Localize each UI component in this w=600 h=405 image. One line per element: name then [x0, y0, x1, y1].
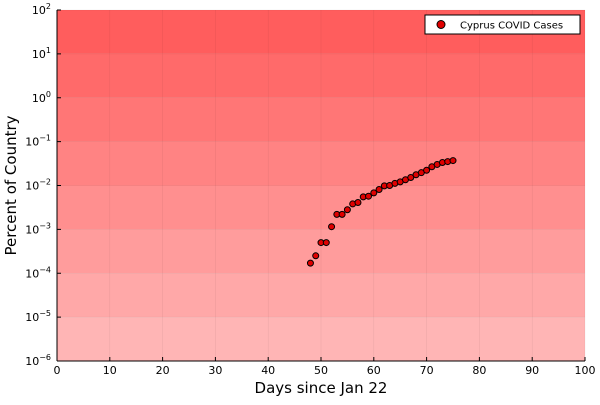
x-tick-label: 60	[367, 364, 381, 377]
background-band	[57, 97, 585, 142]
data-point	[365, 192, 373, 200]
x-axis-title: Days since Jan 22	[255, 379, 388, 397]
x-tick-label: 0	[54, 364, 61, 377]
data-point	[423, 166, 431, 174]
y-tick-label: 10−2	[25, 178, 51, 193]
x-tick-label: 70	[420, 364, 434, 377]
background-band	[57, 185, 585, 230]
x-tick-label: 10	[103, 364, 117, 377]
data-point	[343, 206, 351, 214]
data-point	[370, 189, 378, 197]
y-tick-label: 100	[32, 90, 51, 105]
data-point	[407, 174, 415, 182]
data-point	[306, 259, 314, 267]
x-tick-label: 50	[314, 364, 328, 377]
background-bands	[57, 10, 585, 361]
data-point	[322, 239, 330, 247]
y-tick-label: 10−5	[25, 309, 51, 324]
background-band	[57, 273, 585, 318]
background-band	[57, 229, 585, 274]
y-tick-label: 10−6	[25, 353, 51, 368]
y-tick-label: 10−4	[25, 265, 51, 280]
background-band	[57, 53, 585, 98]
data-point	[354, 198, 362, 206]
x-tick-label: 90	[525, 364, 539, 377]
y-axis-ticks: 10−6 10−5 10−4 10−3 10−2 10−1 100 101 102	[25, 2, 61, 368]
x-tick-label: 30	[208, 364, 222, 377]
y-tick-label: 10−1	[25, 134, 51, 149]
legend: Cyprus COVID Cases	[424, 14, 581, 35]
x-axis-ticks: 0 10 20 30 40 50 60 70 80 90 100	[54, 357, 596, 377]
background-band	[57, 317, 585, 361]
legend-label: Cyprus COVID Cases	[460, 21, 563, 32]
y-tick-label: 101	[32, 46, 51, 61]
y-tick-label: 102	[32, 2, 51, 17]
x-tick-label: 20	[156, 364, 170, 377]
background-band	[57, 141, 585, 186]
x-tick-label: 80	[472, 364, 486, 377]
data-point	[328, 223, 336, 231]
legend-box	[424, 14, 581, 35]
legend-marker	[436, 20, 446, 29]
y-tick-label: 10−3	[25, 221, 51, 236]
data-point	[312, 252, 320, 260]
x-tick-label: 40	[261, 364, 275, 377]
x-tick-label: 100	[575, 364, 596, 377]
y-axis-title: Percent of Country	[2, 115, 20, 255]
data-point	[449, 157, 457, 165]
data-points	[306, 157, 457, 267]
data-point	[375, 186, 383, 194]
data-point	[338, 210, 346, 218]
